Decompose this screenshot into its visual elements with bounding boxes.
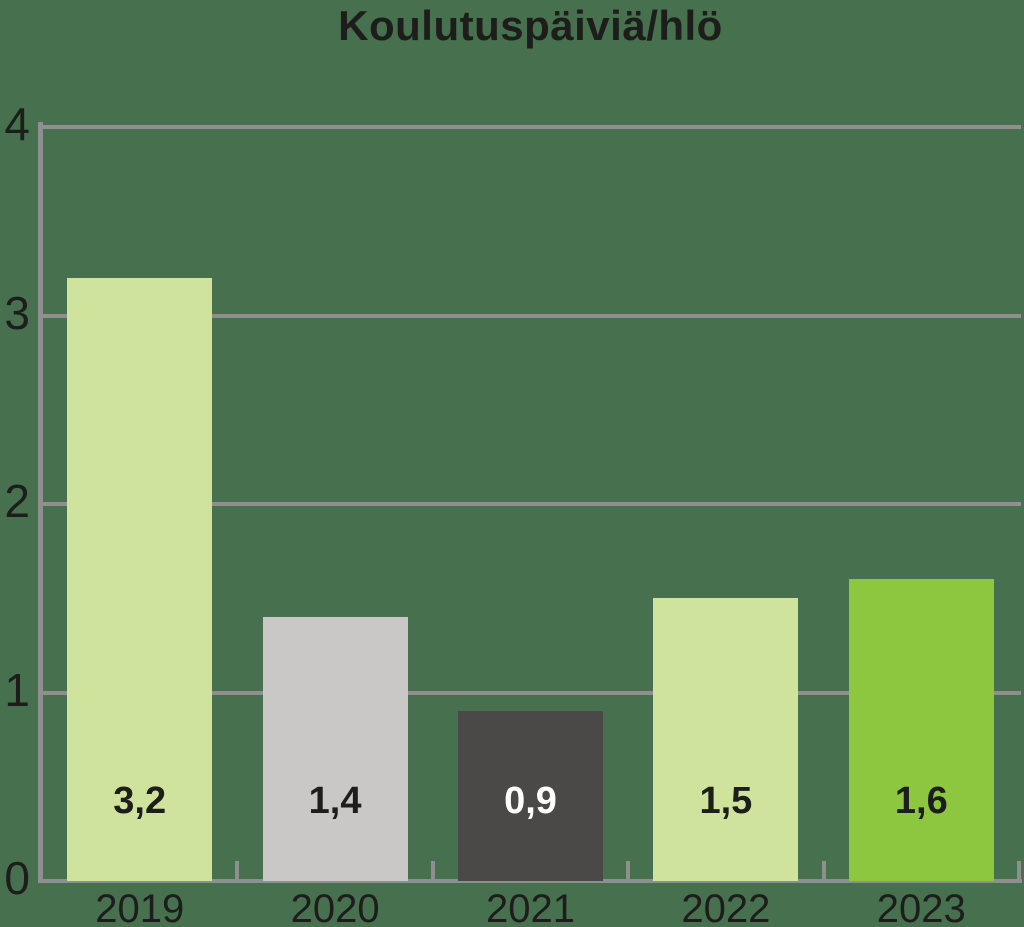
value-label-2023: 1,6 bbox=[894, 780, 948, 822]
value-label-2021: 0,9 bbox=[504, 780, 557, 822]
x-tick-label-2022: 2022 bbox=[681, 887, 771, 927]
plot-area: 3,2 1,4 0,9 1,5 1,6 bbox=[40, 125, 1021, 881]
gridline-y-2 bbox=[40, 502, 1021, 506]
x-tick-label-2023: 2023 bbox=[876, 887, 966, 927]
bar-2023: 1,6 bbox=[848, 579, 994, 881]
x-axis-tick-4 bbox=[821, 861, 826, 881]
x-axis-tick-5 bbox=[1017, 861, 1021, 881]
y-tick-label-1: 1 bbox=[4, 663, 30, 716]
x-tick-label-2021: 2021 bbox=[486, 887, 575, 927]
x-axis-line bbox=[38, 879, 1022, 883]
value-label-2019: 3,2 bbox=[113, 780, 167, 822]
bar-2021: 0,9 bbox=[458, 711, 603, 881]
value-label-2022: 1,5 bbox=[699, 780, 753, 822]
bar-2020: 1,4 bbox=[262, 617, 408, 881]
gridline-y-4 bbox=[40, 125, 1021, 129]
gridline-y-1 bbox=[40, 690, 1021, 695]
y-axis-line bbox=[38, 122, 43, 883]
bar-2022: 1,5 bbox=[653, 598, 799, 881]
value-label-2020: 1,4 bbox=[308, 780, 362, 822]
y-tick-label-4: 4 bbox=[4, 98, 30, 150]
x-axis-tick-2 bbox=[430, 861, 435, 881]
x-axis-tick-3 bbox=[626, 861, 631, 881]
bar-2019: 3,2 bbox=[67, 277, 213, 881]
y-tick-label-2: 2 bbox=[4, 475, 30, 527]
x-tick-label-2019: 2019 bbox=[95, 887, 185, 927]
y-tick-label-3: 3 bbox=[4, 286, 30, 339]
x-axis-tick-1 bbox=[235, 861, 240, 881]
x-tick-label-2020: 2020 bbox=[290, 887, 380, 927]
y-tick-label-0: 0 bbox=[4, 852, 30, 904]
chart-title: Koulutuspäiviä/hlö bbox=[338, 2, 723, 49]
gridline-y-3 bbox=[40, 313, 1021, 318]
